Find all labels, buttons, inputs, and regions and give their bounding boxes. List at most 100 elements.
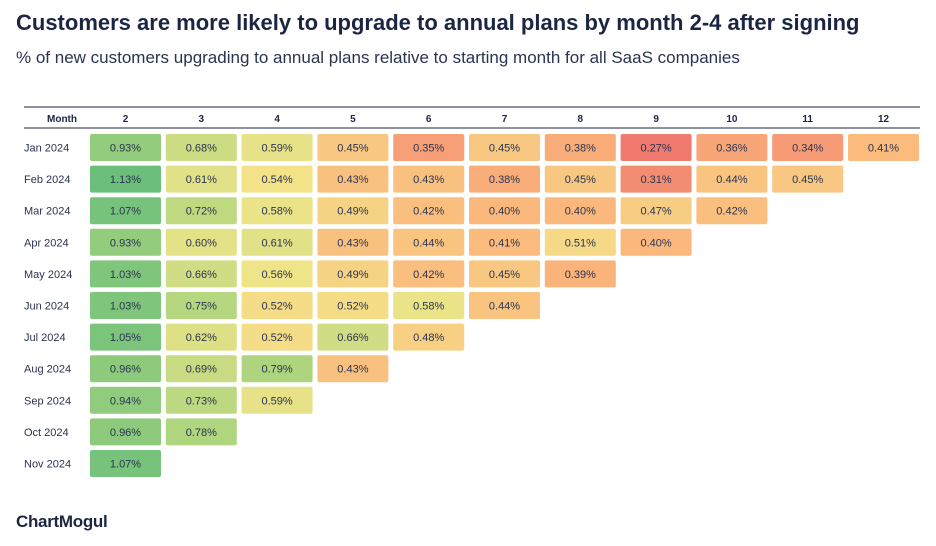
cell-value-label: 0.45% — [489, 143, 520, 155]
cell-value-label: 0.45% — [565, 174, 596, 186]
heatmap-cell — [90, 323, 161, 351]
heatmap-cell — [90, 292, 161, 319]
cell-value-label: 0.43% — [337, 364, 368, 376]
heatmap-cell — [469, 197, 540, 225]
heatmap-cell — [165, 197, 237, 225]
column-header-2: 2 — [123, 114, 129, 125]
heatmap-cell — [165, 386, 237, 414]
column-header-6: 6 — [426, 114, 432, 125]
column-header-8: 8 — [578, 114, 584, 125]
cell-value-label: 0.73% — [186, 395, 217, 407]
heatmap-cell — [241, 228, 313, 256]
heatmap-cell — [696, 165, 768, 193]
chart-title: Customers are more likely to upgrade to … — [16, 10, 860, 35]
cell-value-label: 0.61% — [261, 237, 292, 249]
heatmap-cell — [317, 134, 389, 161]
heatmap-cell — [165, 228, 237, 256]
cell-value-label: 0.52% — [261, 301, 292, 313]
heatmap-cell — [241, 165, 313, 193]
row-label: Mar 2024 — [24, 206, 70, 218]
cell-value-label: 1.03% — [110, 301, 141, 313]
cell-value-label: 0.93% — [110, 143, 141, 155]
cell-value-label: 0.45% — [489, 269, 520, 281]
column-header-10: 10 — [726, 114, 738, 125]
cell-value-label: 0.43% — [413, 174, 444, 186]
column-header-4: 4 — [274, 114, 280, 125]
row-label: Jul 2024 — [24, 332, 66, 344]
cell-value-label: 1.03% — [110, 269, 141, 281]
cell-value-label: 0.72% — [186, 206, 217, 218]
brand-logo: ChartMogul — [16, 512, 108, 531]
heatmap-cell — [393, 260, 465, 288]
heatmap-cell — [165, 323, 237, 351]
cell-value-label: 0.42% — [413, 206, 444, 218]
cell-value-label: 0.69% — [186, 364, 217, 376]
cell-value-label: 0.38% — [565, 143, 596, 155]
cell-value-label: 0.58% — [261, 206, 292, 218]
cell-value-label: 0.66% — [337, 332, 368, 344]
row-label: Feb 2024 — [24, 174, 70, 186]
cell-value-label: 0.59% — [261, 143, 292, 155]
heatmap-cell — [317, 260, 389, 288]
heatmap-cell — [241, 355, 313, 383]
heatmap-cell — [469, 292, 540, 319]
heatmap-cell — [90, 165, 161, 193]
heatmap-cell — [544, 228, 616, 256]
heatmap-cell — [469, 165, 540, 193]
cell-value-label: 0.52% — [337, 301, 368, 313]
cell-value-label: 0.56% — [261, 269, 292, 281]
cell-value-label: 0.38% — [489, 174, 520, 186]
heatmap-cell — [241, 386, 313, 414]
heatmap-cell — [393, 292, 465, 319]
heatmap-cell — [317, 197, 389, 225]
heatmap-cell — [620, 134, 692, 161]
column-header-5: 5 — [350, 114, 356, 125]
cell-value-label: 0.42% — [413, 269, 444, 281]
cell-value-label: 0.94% — [110, 395, 141, 407]
heatmap-cell — [544, 260, 616, 288]
heatmap-cell — [90, 418, 161, 446]
cell-value-label: 0.96% — [110, 427, 141, 439]
column-header-month: Month — [47, 114, 77, 125]
cell-value-label: 0.62% — [186, 332, 217, 344]
heatmap-cell — [469, 228, 540, 256]
row-label: Nov 2024 — [24, 459, 71, 471]
cell-value-label: 0.44% — [716, 174, 747, 186]
cell-value-label: 0.60% — [186, 237, 217, 249]
cell-value-label: 0.79% — [261, 364, 292, 376]
cell-value-label: 0.40% — [565, 206, 596, 218]
column-header-12: 12 — [878, 114, 890, 125]
cell-value-label: 0.43% — [337, 237, 368, 249]
heatmap-cell — [90, 228, 161, 256]
cell-value-label: 0.41% — [489, 237, 520, 249]
heatmap-cell — [620, 197, 692, 225]
cell-value-label: 1.05% — [110, 332, 141, 344]
heatmap-cell — [848, 134, 919, 161]
column-header-7: 7 — [502, 114, 508, 125]
heatmap-cell — [165, 134, 237, 161]
cell-value-label: 0.45% — [337, 143, 368, 155]
cell-value-label: 0.54% — [261, 174, 292, 186]
row-label: Apr 2024 — [24, 237, 69, 249]
cell-value-label: 0.40% — [640, 237, 671, 249]
heatmap-cell — [696, 197, 768, 225]
heatmap-cell — [165, 260, 237, 288]
cell-value-label: 0.52% — [261, 332, 292, 344]
row-label: Sep 2024 — [24, 395, 71, 407]
heatmap-cell — [317, 228, 389, 256]
cell-value-label: 0.66% — [186, 269, 217, 281]
heatmap-cell — [544, 134, 616, 161]
heatmap-cell — [393, 165, 465, 193]
heatmap-cell — [772, 134, 844, 161]
chart-subtitle: % of new customers upgrading to annual p… — [16, 48, 740, 67]
heatmap-cell — [90, 260, 161, 288]
cell-value-label: 0.43% — [337, 174, 368, 186]
cell-value-label: 0.58% — [413, 301, 444, 313]
heatmap-cell — [317, 355, 389, 383]
cell-value-label: 0.49% — [337, 269, 368, 281]
cell-value-label: 0.49% — [337, 206, 368, 218]
cell-value-label: 1.07% — [110, 206, 141, 218]
cell-value-label: 0.36% — [716, 143, 747, 155]
heatmap-cell — [469, 260, 540, 288]
heatmap-cell — [393, 228, 465, 256]
